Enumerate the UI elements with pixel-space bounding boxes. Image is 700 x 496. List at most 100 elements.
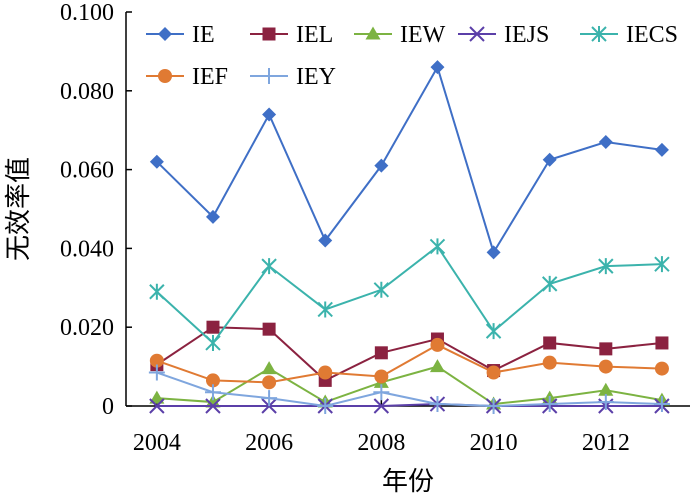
point-iel-2012 [599,342,613,356]
point-ief-2010 [486,365,501,380]
legend-label-iecs: IECS [626,22,678,48]
point-iecs-2009 [429,238,446,255]
legend-item-iew: IEW [354,22,446,48]
point-iejs-2005 [205,398,221,414]
point-iey-2009 [429,396,446,413]
legend-marker-ie [158,27,172,41]
point-iecs-2008 [373,281,390,298]
legend-marker-iey [261,68,277,84]
series-line-iejs [156,403,662,407]
x-tick-label: 2008 [357,430,405,456]
y-tick-label: 0.080 [60,79,114,105]
point-iecs-2013 [654,256,670,273]
y-tick-label: 0 [102,394,114,420]
point-ie-2005 [205,209,220,224]
point-iew-2005 [205,394,221,408]
legend-marker-iejs [469,26,485,42]
legend-label-ie: IE [192,22,215,48]
series-iecs [149,238,670,351]
legend-item-iecs: IECS [580,22,678,48]
point-iel-2011 [543,336,557,350]
point-iey-2004 [148,364,165,381]
point-iey-2010 [485,398,502,414]
series-ief [149,337,669,390]
point-ie-2004 [149,154,164,169]
series-ie [149,60,669,260]
point-iew-2012 [598,382,614,396]
point-iey-2007 [317,398,334,414]
x-tick-label: 2010 [470,430,518,456]
point-iey-2006 [261,390,278,407]
x-tick-label: 2012 [582,430,630,456]
point-iecs-2011 [541,275,558,292]
y-tick-label: 0.040 [60,236,114,262]
x-tick-label: 2004 [133,430,181,456]
point-ief-2009 [430,337,445,352]
point-iel-2005 [206,320,220,334]
legend-marker-iel [262,27,276,41]
series-layer [148,60,670,414]
point-ie-2007 [318,233,333,248]
legend-label-iejs: IEJS [504,22,549,48]
point-iecs-2005 [205,334,221,351]
legend-label-ief: IEF [192,64,228,90]
point-ief-2011 [542,355,557,370]
point-ief-2006 [262,375,277,390]
point-ief-2008 [374,369,389,384]
point-iey-2008 [373,384,390,401]
series-line-ie [156,64,663,255]
point-iew-2006 [261,361,277,375]
point-ie-2012 [598,135,613,150]
point-ief-2012 [598,359,613,374]
point-ief-2007 [318,365,333,380]
legend-marker-iew [365,26,381,40]
point-iey-2005 [204,384,221,401]
series-iel [150,320,669,387]
legend-marker-ief [158,69,172,83]
x-axis-title: 年份 [382,467,434,496]
series-line-iecs [156,244,662,345]
series-line-iew [156,365,663,406]
legend-item-iey: IEY [250,64,336,90]
point-iel-2008 [374,346,388,360]
point-iecs-2006 [261,258,277,275]
point-iejs-2008 [373,398,390,414]
series-line-iel [156,326,663,382]
point-iew-2009 [429,359,445,373]
legend-label-iey: IEY [296,64,336,90]
y-tick-label: 0.100 [60,0,114,26]
point-ief-2013 [654,361,669,376]
legend-item-iejs: IEJS [458,22,549,48]
series-line-iey [156,371,662,408]
legend-label-iew: IEW [400,22,446,48]
point-iel-2013 [655,336,669,350]
point-iey-2011 [541,396,558,413]
point-ie-2009 [430,60,445,75]
point-iecs-2004 [149,283,165,300]
axes: 0 0.020 0.040 0.060 0.080 0.100 2004 2006 2008 20… [4,0,690,496]
point-iecs-2012 [598,258,614,275]
y-tick-label: 0.060 [60,158,114,184]
legend-label-iel: IEL [296,22,333,48]
legend-marker-iecs [591,26,607,42]
point-ie-2008 [374,158,389,173]
point-iel-2006 [262,322,276,336]
point-ief-2005 [205,373,220,388]
point-iew-2004 [149,390,165,404]
series-line-ief [156,343,662,384]
legend-item-ief: IEF [146,64,228,90]
x-tick-label: 2006 [245,430,293,456]
point-ie-2006 [262,107,277,122]
legend-item-ie: IE [146,22,215,48]
point-iejs-2004 [149,398,165,414]
series-iejs [149,396,670,414]
point-ie-2010 [486,245,501,260]
point-iecs-2007 [317,301,333,318]
point-iecs-2010 [485,323,502,340]
legend-item-iel: IEL [250,22,333,48]
y-tick-label: 0.020 [60,315,114,341]
series-iey [148,364,670,414]
point-ief-2004 [149,353,164,368]
point-ie-2013 [654,142,669,157]
